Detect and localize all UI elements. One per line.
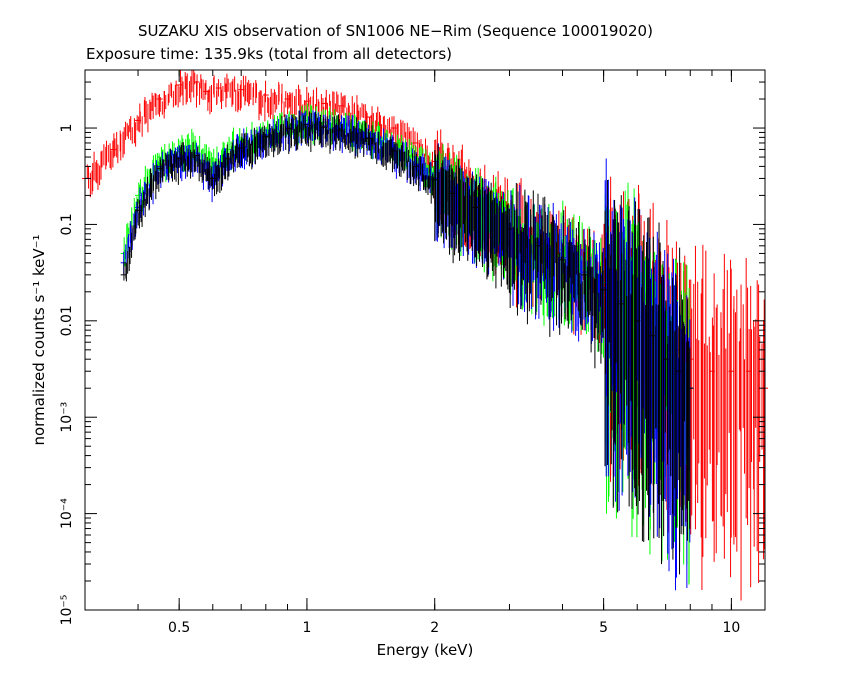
y-tick-label: 10⁻³ — [59, 402, 75, 433]
chart-subtitle: Exposure time: 135.9ks (total from all d… — [86, 45, 453, 63]
y-tick-label: 1 — [59, 124, 75, 133]
x-tick-label: 1 — [302, 620, 311, 636]
x-axis-label: Energy (keV) — [377, 641, 474, 659]
y-tick-label: 10⁻⁴ — [59, 498, 75, 529]
x-tick-label: 5 — [599, 620, 608, 636]
y-tick-label: 0.1 — [59, 213, 75, 235]
series-layer — [82, 70, 768, 601]
y-axis-label: normalized counts s⁻¹ keV⁻¹ — [30, 234, 48, 445]
plot-frame — [84, 69, 766, 611]
x-tick-label: 10 — [722, 620, 740, 636]
y-tick-label: 0.01 — [59, 305, 75, 336]
y-tick-label: 10⁻⁵ — [59, 595, 75, 626]
tick-layer: 0.5 1 2 5 10 10⁻⁵ 10⁻⁴ 10⁻³ 0.01 0.1 1 — [59, 69, 765, 636]
x-tick-label: 2 — [430, 620, 439, 636]
chart-title: SUZAKU XIS observation of SN1006 NE−Rim … — [138, 22, 653, 40]
x-tick-label: 0.5 — [168, 620, 190, 636]
series-3 — [120, 110, 694, 575]
